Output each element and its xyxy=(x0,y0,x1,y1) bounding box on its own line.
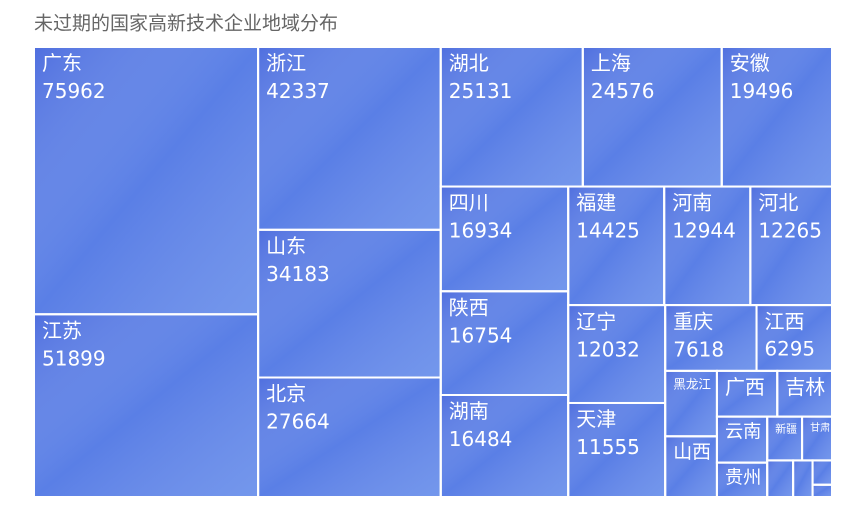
cell-shade xyxy=(811,483,834,498)
cell-shade xyxy=(439,185,570,293)
cell-shade xyxy=(257,228,442,379)
cell-name: 山西 xyxy=(673,441,711,463)
cell-value: 7618 xyxy=(673,337,724,361)
cell-shade xyxy=(439,394,570,499)
cell-shade xyxy=(33,313,260,499)
cell-value: 19496 xyxy=(730,79,794,103)
cell-name: 浙江 xyxy=(266,51,306,75)
cell-shade xyxy=(715,461,769,499)
cell-shade xyxy=(257,376,442,499)
cell-value: 75962 xyxy=(42,79,106,103)
cell-shade xyxy=(715,415,769,464)
cell-shade xyxy=(715,369,779,418)
cell-value: 11555 xyxy=(576,435,640,459)
cell-shade xyxy=(439,290,570,397)
cell-name: 天津 xyxy=(576,407,616,431)
cell-name: 重庆 xyxy=(673,309,713,333)
cell-name: 福建 xyxy=(576,191,616,215)
cell-name: 陕西 xyxy=(449,296,489,320)
cell-value: 12032 xyxy=(576,337,640,361)
cell-shade xyxy=(811,459,834,486)
cell-name: 四川 xyxy=(449,191,489,215)
cell-name: 山东 xyxy=(266,234,306,258)
cell-value: 24576 xyxy=(591,79,655,103)
cell-name: 河北 xyxy=(758,191,798,215)
cell-name: 湖北 xyxy=(449,51,489,75)
cell-shade xyxy=(33,46,260,316)
cell-name: 辽宁 xyxy=(576,309,616,333)
cell-shade xyxy=(766,415,804,462)
cell-name: 江西 xyxy=(765,309,805,333)
cell-name: 湖南 xyxy=(449,399,489,423)
cell-name: 上海 xyxy=(591,51,631,75)
cell-name: 新疆 xyxy=(775,422,797,436)
cell-shade xyxy=(749,185,833,307)
cell-name: 云南 xyxy=(725,421,761,442)
chart-title: 未过期的国家高新技术企业地域分布 xyxy=(34,13,338,35)
cell-name: 吉林 xyxy=(785,375,825,399)
cell-value: 16754 xyxy=(449,324,513,348)
cell-name: 安徽 xyxy=(730,51,770,75)
cell-shade xyxy=(257,46,442,231)
cell-name: 甘肃 xyxy=(810,421,830,434)
cell-shade xyxy=(439,46,584,188)
cell-shade xyxy=(720,46,833,188)
cell-value: 27664 xyxy=(266,410,330,434)
cell-shade xyxy=(766,459,795,498)
cell-value: 12265 xyxy=(758,219,822,243)
cell-value: 34183 xyxy=(266,262,330,286)
cell-name: 江苏 xyxy=(42,319,82,343)
cell-shade xyxy=(792,459,814,498)
cell-value: 42337 xyxy=(266,79,330,103)
treemap: 广东 75962 江苏 51899 浙江 42337 山东 34183 北京 27664 湖北 251… xyxy=(33,46,834,499)
cell-name: 河南 xyxy=(672,191,712,215)
cell-shade xyxy=(664,435,718,499)
cell-name: 贵州 xyxy=(725,467,761,488)
cell-value: 16934 xyxy=(449,219,513,243)
cell-name: 广东 xyxy=(42,51,82,75)
cell-value: 12944 xyxy=(672,219,736,243)
cell-name: 北京 xyxy=(266,382,306,406)
cell-name: 黑龙江 xyxy=(673,377,711,392)
cell-shade xyxy=(755,304,833,372)
cell-value: 14425 xyxy=(576,219,640,243)
cell-name: 广西 xyxy=(725,375,765,399)
cell-value: 51899 xyxy=(42,347,106,371)
cell-value: 16484 xyxy=(449,427,513,451)
cell-shade xyxy=(581,46,723,188)
cell-value: 6295 xyxy=(765,338,815,361)
cell-value: 25131 xyxy=(449,79,513,103)
